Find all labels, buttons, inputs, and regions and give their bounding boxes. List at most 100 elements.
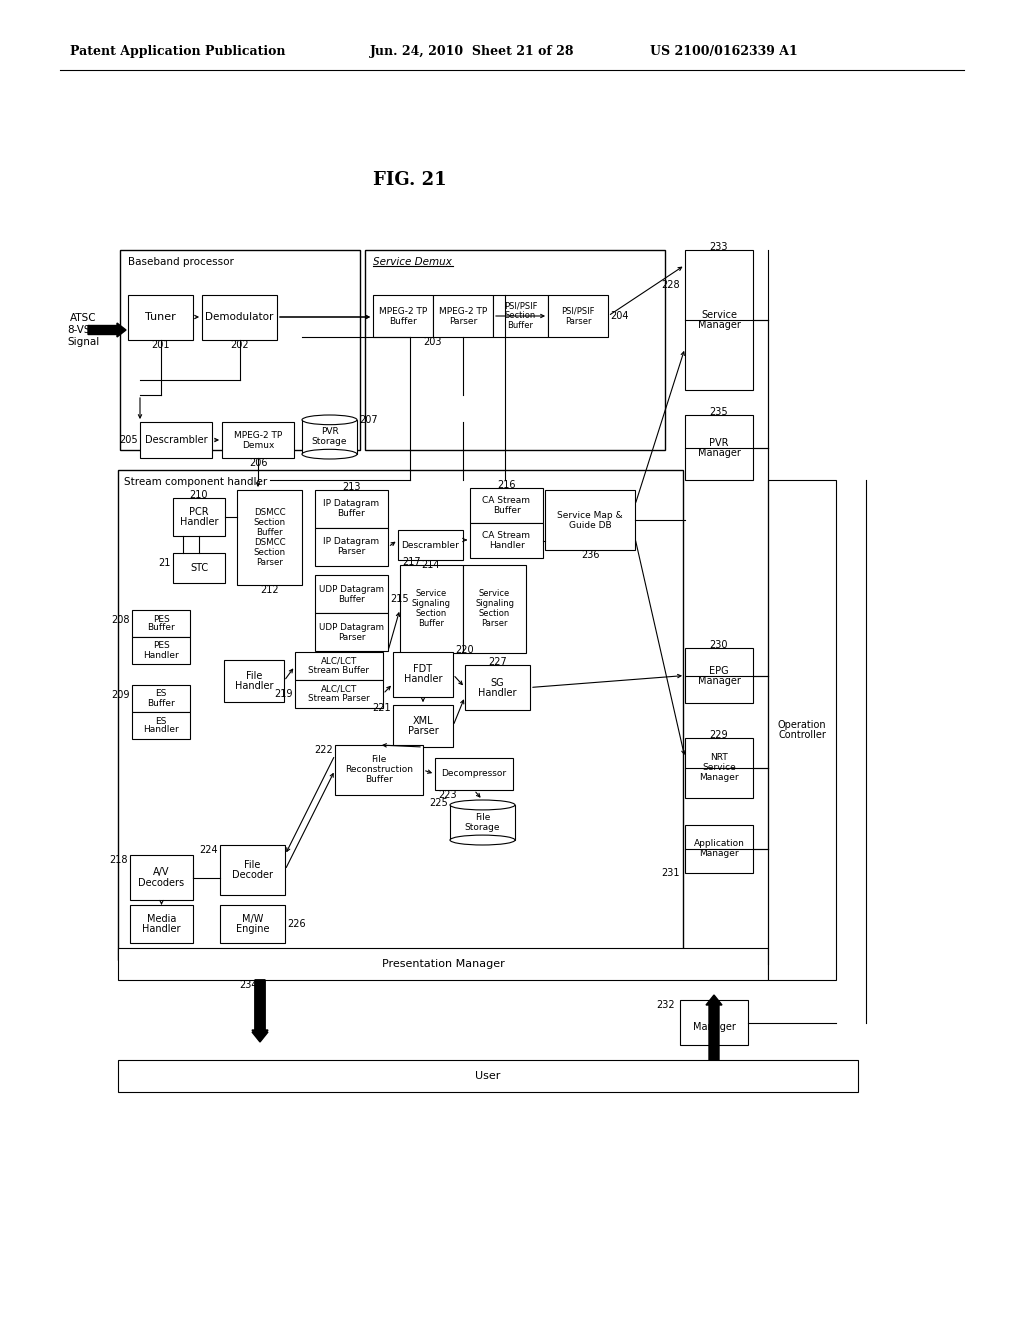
Text: Parser: Parser <box>565 317 591 326</box>
Text: Signal: Signal <box>67 337 99 347</box>
Text: FDT: FDT <box>414 664 432 675</box>
Text: STC: STC <box>189 564 208 573</box>
Text: Signaling: Signaling <box>412 599 451 609</box>
Text: Service: Service <box>416 590 447 598</box>
Text: Parser: Parser <box>256 558 283 568</box>
Text: Service: Service <box>479 590 510 598</box>
Text: 203: 203 <box>424 337 442 347</box>
Text: MPEG-2 TP: MPEG-2 TP <box>233 430 283 440</box>
Text: PVR: PVR <box>710 437 729 447</box>
Text: Signaling: Signaling <box>475 599 514 609</box>
Bar <box>450 805 515 840</box>
Text: 233: 233 <box>710 242 728 252</box>
Bar <box>315 576 388 612</box>
Bar <box>315 490 388 528</box>
Text: Manager: Manager <box>699 850 738 858</box>
Text: 214: 214 <box>421 560 439 570</box>
Text: File: File <box>245 861 261 870</box>
Text: Patent Application Publication: Patent Application Publication <box>70 45 286 58</box>
Text: Handler: Handler <box>180 517 218 527</box>
Text: SG: SG <box>490 677 504 688</box>
Text: ALC/LCT: ALC/LCT <box>321 685 357 694</box>
Text: Manager: Manager <box>697 447 740 458</box>
Text: Jun. 24, 2010  Sheet 21 of 28: Jun. 24, 2010 Sheet 21 of 28 <box>370 45 574 58</box>
Text: Section: Section <box>479 610 510 619</box>
Text: 218: 218 <box>110 855 128 865</box>
Text: 205: 205 <box>120 436 138 445</box>
Text: Handler: Handler <box>403 675 442 685</box>
Bar <box>173 553 225 583</box>
Text: Buffer: Buffer <box>366 776 393 784</box>
Text: UI: UI <box>709 1012 719 1023</box>
Text: ES: ES <box>156 717 167 726</box>
Text: 227: 227 <box>488 657 507 667</box>
Bar <box>220 906 285 942</box>
Bar <box>120 249 360 450</box>
Text: 209: 209 <box>112 690 130 700</box>
Text: Decoders: Decoders <box>138 878 184 887</box>
Bar <box>118 470 683 960</box>
Bar <box>315 528 388 566</box>
Text: 216: 216 <box>498 480 516 490</box>
Bar <box>470 523 543 558</box>
Text: XML: XML <box>413 715 433 726</box>
Text: CA Stream: CA Stream <box>482 531 530 540</box>
Text: 234: 234 <box>239 979 257 990</box>
Text: FIG. 21: FIG. 21 <box>373 172 446 189</box>
Text: 235: 235 <box>710 407 728 417</box>
Text: Manager: Manager <box>692 1023 735 1032</box>
Bar <box>685 825 753 873</box>
Text: ATSC: ATSC <box>70 313 96 323</box>
Bar <box>365 249 665 450</box>
Text: 221: 221 <box>373 704 391 713</box>
Text: Guide DB: Guide DB <box>568 520 611 529</box>
Bar <box>685 414 753 480</box>
Bar <box>132 638 190 664</box>
Text: IP Datagram: IP Datagram <box>324 499 380 508</box>
Text: Decoder: Decoder <box>232 870 273 880</box>
Text: 232: 232 <box>656 1001 675 1010</box>
Text: 219: 219 <box>274 689 293 700</box>
Bar <box>680 1001 748 1045</box>
Bar <box>400 565 463 653</box>
Text: Service Demux: Service Demux <box>373 257 452 267</box>
Text: Handler: Handler <box>143 726 179 734</box>
Text: Manager: Manager <box>697 319 740 330</box>
Text: Handler: Handler <box>142 924 181 935</box>
Text: PES: PES <box>153 615 169 623</box>
Bar <box>295 652 383 680</box>
Bar <box>302 420 357 454</box>
Bar <box>128 294 193 341</box>
Text: 224: 224 <box>200 845 218 855</box>
Text: PCR: PCR <box>189 507 209 517</box>
Text: 222: 222 <box>314 744 333 755</box>
Text: 212: 212 <box>260 585 279 595</box>
Bar <box>393 652 453 697</box>
Text: Storage: Storage <box>311 437 347 446</box>
Text: File: File <box>475 813 490 822</box>
Bar <box>465 665 530 710</box>
Bar <box>132 711 190 739</box>
Text: MPEG-2 TP: MPEG-2 TP <box>439 306 487 315</box>
Text: Controller: Controller <box>778 730 826 741</box>
Text: 204: 204 <box>610 312 629 321</box>
Bar <box>140 422 212 458</box>
Text: 236: 236 <box>581 550 599 560</box>
Text: CA Stream: CA Stream <box>482 496 530 506</box>
Text: 206: 206 <box>249 458 267 469</box>
Text: PSI/PSIF: PSI/PSIF <box>504 301 538 310</box>
Bar <box>548 294 608 337</box>
Text: Manager: Manager <box>699 774 738 783</box>
Text: DSMCC: DSMCC <box>254 508 286 517</box>
Bar <box>435 758 513 789</box>
Text: Demux: Demux <box>242 441 274 450</box>
Bar <box>132 685 190 711</box>
Text: Baseband processor: Baseband processor <box>128 257 233 267</box>
Bar <box>393 705 453 747</box>
Text: US 2100/0162339 A1: US 2100/0162339 A1 <box>650 45 798 58</box>
FancyArrow shape <box>88 323 126 337</box>
Bar <box>222 422 294 458</box>
Text: 225: 225 <box>429 799 449 808</box>
FancyArrow shape <box>252 979 268 1041</box>
Text: 223: 223 <box>438 789 457 800</box>
